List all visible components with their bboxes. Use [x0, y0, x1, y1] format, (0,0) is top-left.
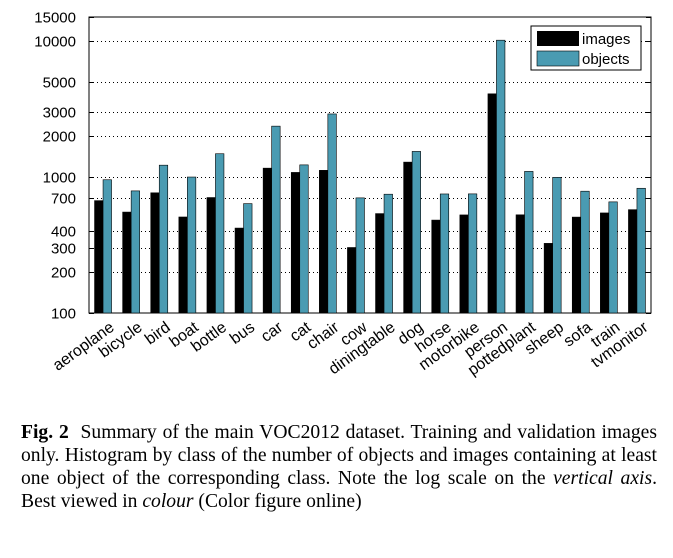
bar-objects [158, 164, 169, 314]
bar-objects [327, 113, 337, 314]
bar-objects [355, 197, 365, 314]
y-tick-label: 100 [51, 306, 76, 323]
caption-text-3: (Color figure online) [193, 491, 362, 512]
bar-images [290, 172, 301, 314]
y-tick-label: 2000 [43, 129, 76, 146]
figure-label: Fig. 2 [21, 422, 69, 443]
bar-images [431, 219, 441, 314]
bar-objects [608, 201, 618, 314]
bar-images [122, 211, 132, 314]
legend-label-objects: objects [582, 51, 630, 68]
bar-images [319, 170, 329, 314]
bar-images [150, 192, 160, 314]
legend-swatch-objects [536, 50, 580, 67]
bar-images [600, 212, 610, 314]
caption-text-1: Summary of the main VOC2012 dataset. Tra… [21, 422, 657, 489]
x-category-label: bird [142, 319, 174, 348]
bar-images [206, 197, 216, 314]
bar-objects [271, 125, 281, 314]
caption-emphasis-1: vertical axis [553, 468, 653, 489]
bar-objects [580, 190, 590, 314]
bar-objects [411, 151, 421, 314]
y-tick-label: 300 [51, 241, 76, 258]
bars [94, 39, 646, 314]
bar-objects [243, 203, 253, 314]
bar-images [403, 161, 413, 314]
bar-objects [130, 190, 140, 314]
legend-swatch-images [537, 31, 579, 46]
bar-images [571, 216, 582, 314]
legend: images objects [530, 25, 642, 71]
bar-images [628, 209, 638, 314]
bar-images [347, 247, 357, 314]
plot-frame [88, 16, 652, 314]
y-tick-label: 700 [51, 191, 76, 208]
bar-objects [468, 193, 478, 314]
bar-images [375, 213, 385, 314]
y-tick-label: 1000 [43, 170, 76, 187]
bar-images [515, 214, 525, 314]
bar-objects [552, 177, 562, 314]
y-tick-label: 10000 [34, 34, 76, 51]
y-tick-label: 3000 [43, 105, 76, 122]
bar-objects [187, 176, 197, 314]
bar-images [94, 200, 104, 314]
y-tick-label: 400 [51, 224, 76, 241]
figure-caption: Fig. 2 Summary of the main VOC2012 datas… [21, 421, 657, 513]
legend-label-images: images [582, 31, 630, 48]
caption-emphasis-2: colour [142, 491, 194, 512]
x-category-label: bus [227, 319, 258, 348]
bar-objects [636, 187, 646, 314]
caption-text-2: . Best viewed in [21, 468, 657, 512]
y-tick-label: 200 [51, 265, 76, 282]
bar-objects [496, 39, 506, 314]
bar-objects [439, 193, 450, 314]
bar-images [262, 167, 272, 314]
bar-images [459, 214, 469, 314]
bar-objects [215, 153, 225, 314]
bar-objects [524, 171, 534, 314]
bar-images [178, 216, 188, 314]
x-category-label: car [258, 319, 287, 346]
bar-objects [102, 179, 112, 314]
bar-images [543, 243, 553, 314]
bar-images [234, 227, 244, 314]
bar-objects [299, 164, 309, 314]
y-tick-label: 15000 [34, 10, 76, 27]
y-tick-label: 5000 [43, 75, 76, 92]
bar-images [487, 93, 497, 314]
gridlines [89, 41, 651, 273]
bar-objects [383, 193, 393, 314]
